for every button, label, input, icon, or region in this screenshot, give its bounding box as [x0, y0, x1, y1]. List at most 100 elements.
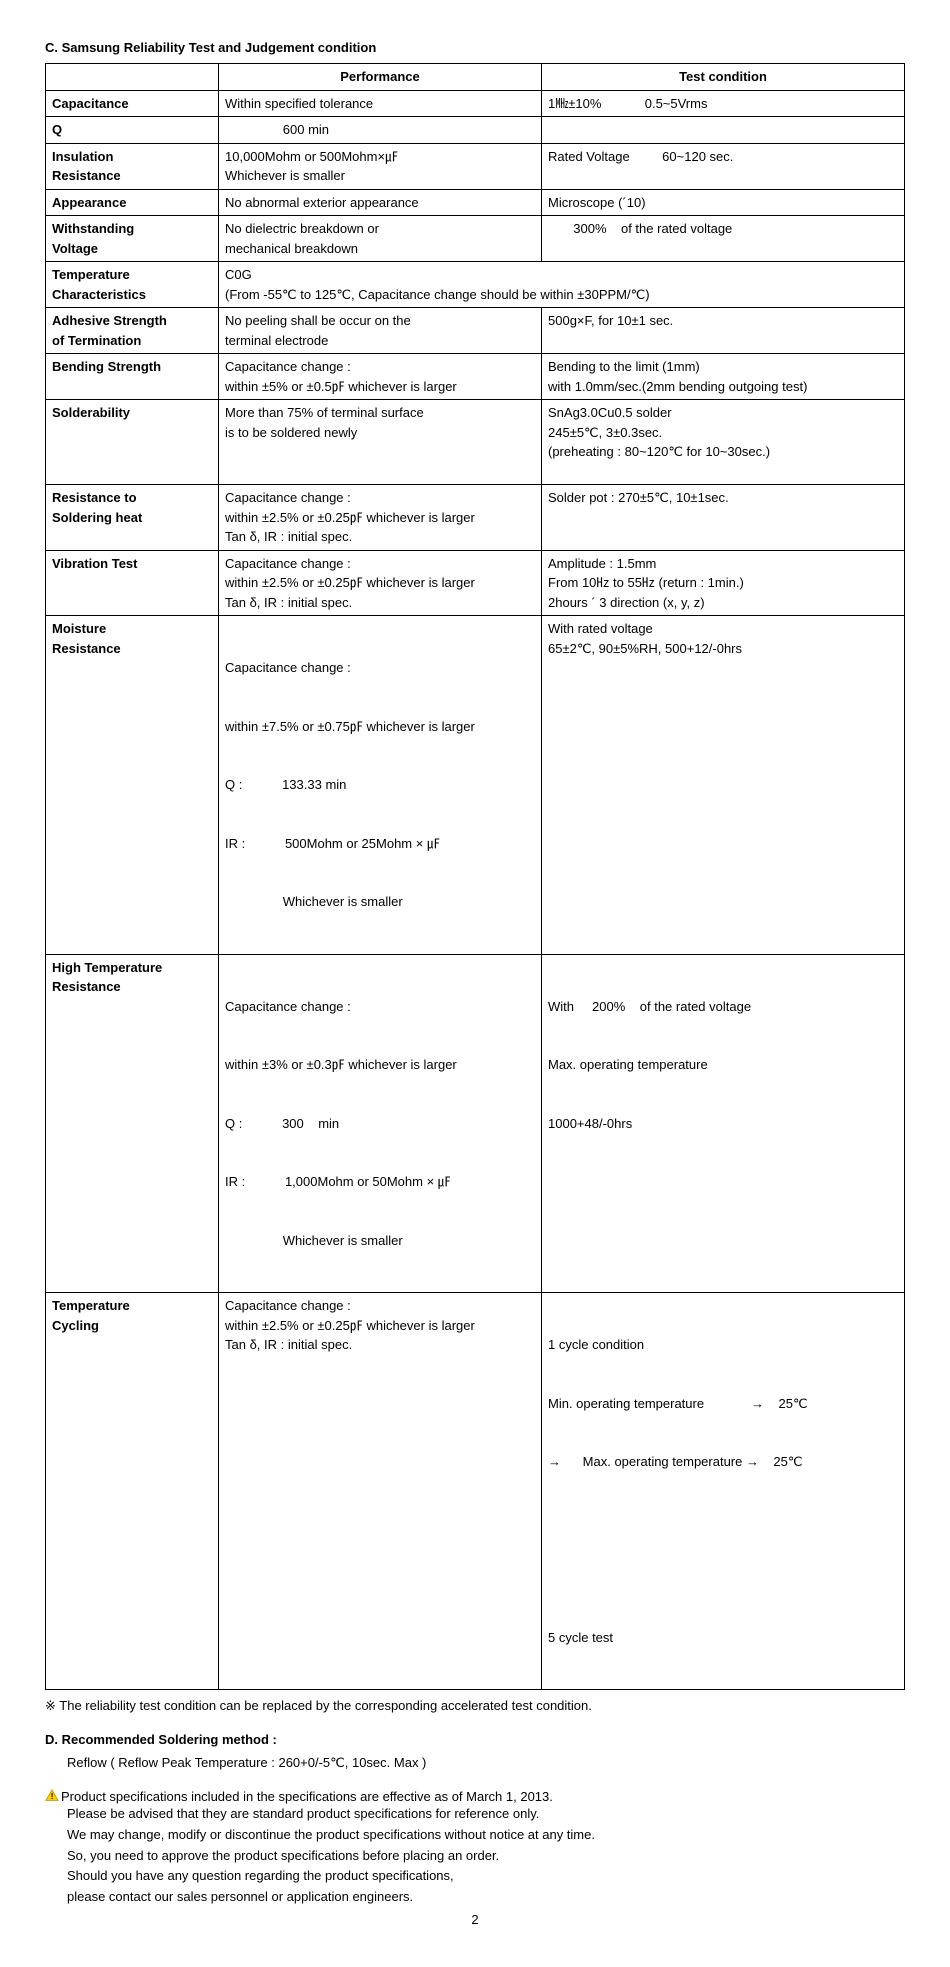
cond-line: 1 cycle condition	[548, 1335, 898, 1355]
perf-cell: Capacitance change : within ±2.5% or ±0.…	[219, 550, 542, 616]
perf-line: within ±5% or ±0.5㎊ whichever is larger	[225, 377, 535, 397]
perf-line: No peeling shall be occur on the	[225, 311, 535, 331]
cond-cell	[542, 117, 905, 144]
param-line: Soldering heat	[52, 508, 212, 528]
param-withstanding: Withstanding Voltage	[46, 216, 219, 262]
table-row: Adhesive Strength of Termination No peel…	[46, 308, 905, 354]
perf-cell: 10,000Mohm or 500Mohm×㎌ Whichever is sma…	[219, 143, 542, 189]
cond-line: With rated voltage	[548, 619, 898, 639]
perf-line: IR : 1,000Mohm or 50Mohm × ㎌	[225, 1172, 535, 1192]
cond-line: Amplitude : 1.5mm	[548, 554, 898, 574]
perf-cell: Capacitance change : within ±3% or ±0.3㎊…	[219, 954, 542, 1293]
cond-line	[548, 1569, 898, 1589]
param-adhesive: Adhesive Strength of Termination	[46, 308, 219, 354]
cond-line: With 200% of the rated voltage	[548, 997, 898, 1017]
param-res-solder: Resistance to Soldering heat	[46, 485, 219, 551]
param-line: Temperature	[52, 265, 212, 285]
param-line: Adhesive Strength	[52, 311, 212, 331]
table-row: Moisture Resistance Capacitance change :…	[46, 616, 905, 955]
param-insulation: Insulation Resistance	[46, 143, 219, 189]
perf-line: Tan δ, IR : initial spec.	[225, 1335, 535, 1355]
perf-line: Capacitance change :	[225, 488, 535, 508]
cond-cell: 1 cycle condition Min. operating tempera…	[542, 1293, 905, 1690]
cond-cell: Amplitude : 1.5mm From 10㎐ to 55㎐ (retur…	[542, 550, 905, 616]
table-row: Capacitance Within specified tolerance 1…	[46, 90, 905, 117]
reliability-table: Performance Test condition Capacitance W…	[45, 63, 905, 1690]
cond-line: Bending to the limit (1mm)	[548, 357, 898, 377]
warning-line: Should you have any question regarding t…	[67, 1866, 905, 1887]
cond-cell: 1㎒±10% 0.5~5Vrms	[542, 90, 905, 117]
param-line: Resistance	[52, 166, 212, 186]
perf-cell: Within specified tolerance	[219, 90, 542, 117]
header-blank	[46, 64, 219, 91]
page-number: 2	[45, 1912, 905, 1927]
perf-line: Whichever is smaller	[225, 892, 535, 912]
cond-line: Min. operating temperature → 25℃	[548, 1394, 898, 1414]
param-tempcycling: Temperature Cycling	[46, 1293, 219, 1690]
perf-line: No dielectric breakdown or	[225, 219, 535, 239]
perf-line: Capacitance change :	[225, 357, 535, 377]
table-row: Vibration Test Capacitance change : with…	[46, 550, 905, 616]
perf-cell: More than 75% of terminal surface is to …	[219, 400, 542, 485]
param-bending: Bending Strength	[46, 354, 219, 400]
perf-cell: No peeling shall be occur on the termina…	[219, 308, 542, 354]
cond-line: SnAg3.0Cu0.5 solder	[548, 403, 898, 423]
perf-line: within ±2.5% or ±0.25㎊ whichever is larg…	[225, 1316, 535, 1336]
reliability-note: ※ The reliability test condition can be …	[45, 1698, 905, 1714]
perf-line: Capacitance change :	[225, 658, 535, 678]
table-row: High Temperature Resistance Capacitance …	[46, 954, 905, 1293]
param-vibration: Vibration Test	[46, 550, 219, 616]
param-moisture: Moisture Resistance	[46, 616, 219, 955]
table-row: Temperature Characteristics C0G (From -5…	[46, 262, 905, 308]
param-line: Resistance	[52, 977, 212, 997]
perf-line: within ±7.5% or ±0.75㎊ whichever is larg…	[225, 717, 535, 737]
param-line: Moisture	[52, 619, 212, 639]
perf-cell: Capacitance change : within ±2.5% or ±0.…	[219, 485, 542, 551]
param-q: Q	[46, 117, 219, 144]
perf-line: Tan δ, IR : initial spec.	[225, 593, 535, 613]
svg-text:!: !	[51, 1792, 54, 1801]
perf-line: Tan δ, IR : initial spec.	[225, 527, 535, 547]
header-performance: Performance	[219, 64, 542, 91]
param-line: Temperature	[52, 1296, 212, 1316]
table-row: Resistance to Soldering heat Capacitance…	[46, 485, 905, 551]
soldering-text: Reflow ( Reflow Peak Temperature : 260+0…	[67, 1755, 905, 1771]
perf-line: Capacitance change :	[225, 554, 535, 574]
perf-line: within ±3% or ±0.3㎊ whichever is larger	[225, 1055, 535, 1075]
perf-line: More than 75% of terminal surface	[225, 403, 535, 423]
cond-cell: Bending to the limit (1mm) with 1.0mm/se…	[542, 354, 905, 400]
param-line: Voltage	[52, 239, 212, 259]
perf-line: within ±2.5% or ±0.25㎊ whichever is larg…	[225, 508, 535, 528]
perf-cell: No dielectric breakdown or mechanical br…	[219, 216, 542, 262]
table-row: Insulation Resistance 10,000Mohm or 500M…	[46, 143, 905, 189]
param-line: of Termination	[52, 331, 212, 351]
param-line: Resistance	[52, 639, 212, 659]
warning-line: Product specifications included in the s…	[61, 1789, 553, 1804]
table-row: Solderability More than 75% of terminal …	[46, 400, 905, 485]
param-line: Resistance to	[52, 488, 212, 508]
warning-icon: !	[45, 1789, 59, 1801]
warning-line: We may change, modify or discontinue the…	[67, 1825, 905, 1846]
perf-line: Capacitance change :	[225, 997, 535, 1017]
perf-line: terminal electrode	[225, 331, 535, 351]
cond-line: with 1.0mm/sec.(2mm bending outgoing tes…	[548, 377, 898, 397]
cond-line: 245±5℃, 3±0.3sec.	[548, 423, 898, 443]
perf-line: is to be soldered newly	[225, 423, 535, 443]
param-high-temp: High Temperature Resistance	[46, 954, 219, 1293]
warning-line: Please be advised that they are standard…	[67, 1804, 905, 1825]
cond-cell: SnAg3.0Cu0.5 solder 245±5℃, 3±0.3sec. (p…	[542, 400, 905, 485]
header-condition: Test condition	[542, 64, 905, 91]
cond-line: (preheating : 80~120℃ for 10~30sec.)	[548, 442, 898, 462]
perf-line: 10,000Mohm or 500Mohm×㎌	[225, 147, 535, 167]
perf-line: (From -55℃ to 125℃, Capacitance change s…	[225, 285, 898, 305]
perf-line: Whichever is smaller	[225, 166, 535, 186]
cond-cell: Solder pot : 270±5℃, 10±1sec.	[542, 485, 905, 551]
cond-line: 65±2℃, 90±5%RH, 500+12/-0hrs	[548, 639, 898, 659]
cond-line: 1000+48/-0hrs	[548, 1114, 898, 1134]
perf-line	[225, 442, 535, 462]
cond-line: → Max. operating temperature → 25℃	[548, 1452, 898, 1472]
table-row: Bending Strength Capacitance change : wi…	[46, 354, 905, 400]
perf-cell: Capacitance change : within ±5% or ±0.5㎊…	[219, 354, 542, 400]
perf-line: Capacitance change :	[225, 1296, 535, 1316]
param-appearance: Appearance	[46, 189, 219, 216]
